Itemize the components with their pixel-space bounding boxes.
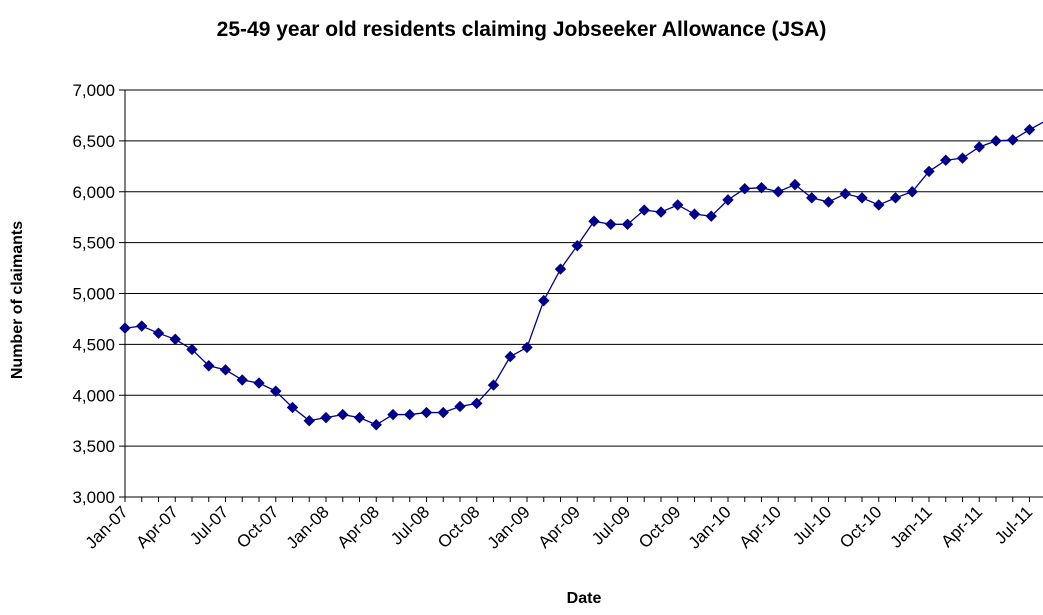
data-point bbox=[839, 188, 851, 200]
data-point bbox=[136, 320, 148, 332]
x-tick-label: Apr-08 bbox=[334, 502, 384, 552]
data-point bbox=[1007, 134, 1019, 146]
x-tick-label: Apr-11 bbox=[937, 502, 986, 551]
data-point bbox=[1023, 123, 1036, 136]
data-point bbox=[940, 154, 952, 166]
data-point bbox=[420, 406, 433, 419]
data-point bbox=[571, 239, 583, 252]
data-point bbox=[588, 215, 600, 227]
series-line bbox=[124, 121, 1043, 426]
data-point bbox=[755, 181, 768, 194]
data-point bbox=[906, 186, 918, 198]
data-point bbox=[605, 218, 617, 231]
data-point bbox=[337, 408, 349, 421]
data-point bbox=[521, 341, 533, 354]
data-point bbox=[320, 411, 332, 424]
data-point bbox=[822, 196, 835, 208]
data-point bbox=[437, 406, 449, 419]
data-point bbox=[471, 397, 483, 410]
data-point bbox=[253, 377, 265, 389]
data-point bbox=[806, 192, 818, 204]
data-point bbox=[856, 192, 868, 204]
data-point bbox=[387, 408, 399, 421]
axes bbox=[119, 89, 1043, 502]
x-tick-label: Apr-09 bbox=[535, 502, 585, 552]
x-tick-label: Jul-08 bbox=[387, 502, 433, 548]
data-point bbox=[152, 327, 165, 339]
data-point bbox=[956, 152, 969, 164]
data-point bbox=[638, 204, 650, 216]
tick-labels: 3,000 3,500 4,000 4,500 5,000 5,500 6,000 6,500… bbox=[72, 81, 1036, 553]
x-tick-label: Jan-09 bbox=[484, 502, 534, 552]
data-point bbox=[286, 401, 299, 414]
data-point bbox=[538, 294, 550, 307]
data-point bbox=[404, 408, 416, 421]
data-point bbox=[353, 411, 366, 424]
data-point bbox=[990, 135, 1002, 147]
data-point bbox=[454, 400, 466, 413]
data-point bbox=[487, 379, 500, 391]
y-tick-label: 5,000 bbox=[72, 285, 115, 304]
data-point bbox=[554, 263, 567, 275]
data-point bbox=[722, 194, 734, 206]
y-tick-label: 4,000 bbox=[72, 386, 115, 405]
x-tick-label: Oct-07 bbox=[233, 502, 283, 552]
x-tick-label: Apr-10 bbox=[736, 502, 786, 552]
data-point bbox=[923, 165, 935, 178]
y-tick-label: 3,500 bbox=[72, 437, 115, 456]
data-point bbox=[973, 141, 985, 153]
x-tick-label: Jul-10 bbox=[789, 502, 835, 548]
data-point bbox=[169, 333, 181, 345]
data-point bbox=[873, 199, 885, 211]
data-point bbox=[705, 210, 717, 222]
x-tick-label: Jul-07 bbox=[186, 502, 232, 548]
data-point bbox=[186, 343, 198, 356]
chart-title: 25-49 year old residents claiming Jobsee… bbox=[216, 18, 827, 41]
data-point bbox=[270, 385, 282, 397]
data-point bbox=[889, 192, 902, 204]
x-tick-label: Jul-11 bbox=[991, 502, 1036, 547]
gridlines bbox=[125, 89, 1043, 447]
x-tick-label: Apr-07 bbox=[133, 502, 183, 552]
data-point bbox=[303, 414, 315, 427]
data-point bbox=[655, 206, 667, 218]
y-tick-label: 6,500 bbox=[72, 132, 115, 151]
y-tick-label: 6,000 bbox=[72, 183, 115, 202]
x-tick-label: Jul-09 bbox=[588, 502, 634, 548]
data-point bbox=[739, 182, 751, 195]
data-point bbox=[203, 360, 215, 372]
x-tick-label: Jan-07 bbox=[82, 502, 132, 552]
x-tick-label: Oct-10 bbox=[836, 502, 886, 552]
x-tick-label: Oct-09 bbox=[635, 502, 685, 552]
data-point bbox=[688, 208, 701, 220]
data-point bbox=[789, 178, 801, 191]
data-point bbox=[370, 419, 382, 431]
data-point bbox=[219, 364, 232, 376]
x-tick-label: Jan-10 bbox=[685, 502, 735, 552]
data-point bbox=[672, 199, 684, 211]
x-tick-label: Oct-08 bbox=[434, 502, 484, 552]
data-point bbox=[772, 186, 784, 198]
y-tick-label: 4,500 bbox=[72, 335, 115, 354]
y-tick-label: 5,500 bbox=[72, 234, 115, 253]
y-tick-label: 3,000 bbox=[72, 488, 115, 507]
x-tick-label: Jan-11 bbox=[887, 502, 936, 551]
y-tick-label: 7,000 bbox=[72, 81, 115, 100]
x-axis-title: Date bbox=[567, 590, 602, 607]
data-point bbox=[119, 322, 131, 334]
y-axis-title: Number of claimants bbox=[9, 221, 26, 379]
x-tick-label: Jan-08 bbox=[283, 502, 333, 552]
data-point bbox=[504, 350, 516, 363]
series-jsa-claimants bbox=[119, 121, 1043, 431]
data-point bbox=[236, 374, 248, 386]
data-point bbox=[621, 218, 634, 231]
